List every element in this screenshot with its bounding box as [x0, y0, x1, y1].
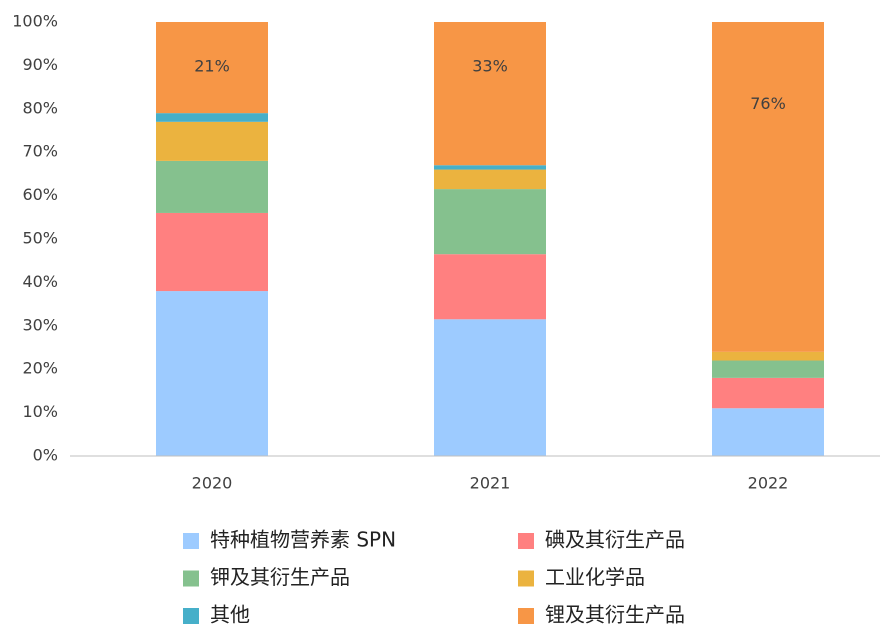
y-tick-label: 80% — [22, 98, 58, 117]
legend-swatch — [183, 533, 199, 549]
data-label: 76% — [750, 94, 786, 113]
y-tick-label: 50% — [22, 229, 58, 248]
legend-label: 锂及其衍生产品 — [545, 603, 685, 627]
legend-label: 工业化学品 — [545, 565, 645, 589]
bar-segment — [712, 408, 824, 456]
bar-segment — [156, 121, 268, 161]
bar-segment — [712, 351, 824, 361]
bar-segment — [712, 22, 824, 352]
legend-label: 碘及其衍生产品 — [545, 528, 685, 552]
bar-segment — [156, 291, 268, 456]
legend-label: 特种植物营养素 SPN — [210, 528, 396, 552]
bar-segment — [434, 189, 546, 255]
legend-swatch — [518, 608, 534, 624]
bar-segment — [712, 377, 824, 409]
bar-segment — [434, 169, 546, 190]
legend-label: 其他 — [210, 603, 250, 627]
x-tick-label: 2022 — [748, 474, 789, 493]
legend-label: 钾及其衍生产品 — [210, 565, 350, 589]
legend-swatch — [518, 533, 534, 549]
x-tick-label: 2021 — [470, 474, 511, 493]
bar-segment — [712, 360, 824, 378]
data-label: 21% — [194, 57, 230, 76]
bar-segment — [434, 165, 546, 170]
data-label: 33% — [472, 57, 508, 76]
y-tick-label: 40% — [22, 272, 58, 291]
bar-segment — [156, 160, 268, 213]
bar-segment — [434, 254, 546, 320]
legend-swatch — [183, 570, 199, 587]
legend-swatch — [518, 570, 534, 587]
y-tick-label: 100% — [12, 12, 58, 31]
y-tick-label: 60% — [22, 185, 58, 204]
x-tick-label: 2020 — [192, 474, 233, 493]
y-tick-label: 0% — [33, 446, 58, 465]
bar-segment — [434, 319, 546, 456]
y-tick-label: 10% — [22, 402, 58, 421]
legend-swatch — [183, 608, 199, 624]
y-tick-label: 20% — [22, 359, 58, 378]
y-tick-label: 90% — [22, 55, 58, 74]
bar-segment — [156, 22, 268, 114]
y-tick-label: 30% — [22, 315, 58, 334]
bar-segment — [434, 22, 546, 166]
bar-segment — [156, 113, 268, 122]
y-tick-label: 70% — [22, 142, 58, 161]
bar-segment — [156, 212, 268, 292]
